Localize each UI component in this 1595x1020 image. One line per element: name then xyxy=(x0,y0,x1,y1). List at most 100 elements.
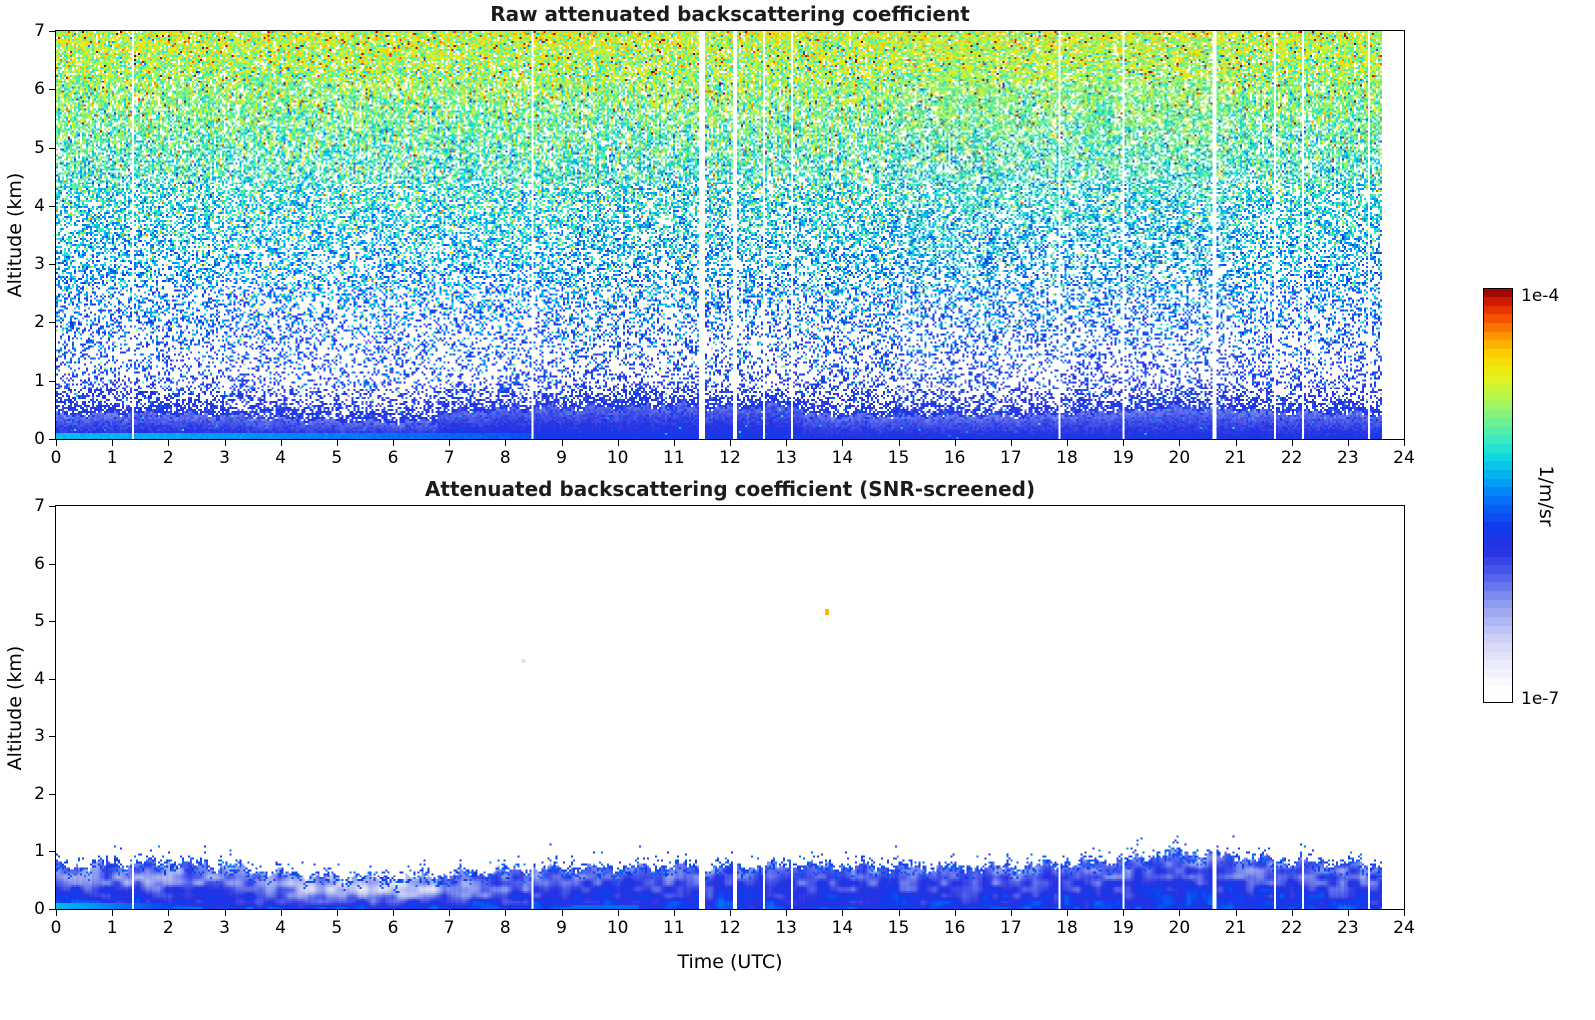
x-tick-mark xyxy=(280,910,282,916)
x-tick-label: 23 xyxy=(1337,917,1359,938)
x-tick-mark xyxy=(1235,910,1237,916)
y-tick-mark xyxy=(49,736,55,738)
x-tick-label: 6 xyxy=(387,447,399,468)
colorbar-min-tick: 1e-7 xyxy=(1521,689,1560,709)
panel-raw: Raw attenuated backscattering coefficien… xyxy=(4,2,1415,468)
x-tick-label: 3 xyxy=(219,917,230,938)
x-tick-label: 11 xyxy=(663,917,685,938)
x-tick-mark xyxy=(112,910,114,916)
y-tick-label: 6 xyxy=(34,553,45,574)
x-tick-label: 24 xyxy=(1393,447,1415,468)
x-tick-mark xyxy=(112,440,114,446)
panel-raw-plot-area: Altitude (km) 0 1 2 3 4 5 6 7 8 9 10 11 12 13 14 15 16 17… xyxy=(4,21,1415,468)
x-tick-label: 24 xyxy=(1393,917,1415,938)
x-tick-mark xyxy=(280,440,282,446)
x-tick-label: 10 xyxy=(606,917,629,938)
y-tick-mark xyxy=(49,31,55,32)
y-tick-mark xyxy=(49,909,55,910)
x-tick-label: 5 xyxy=(331,917,343,938)
x-tick-label: 21 xyxy=(1224,917,1247,938)
y-tick-label: 5 xyxy=(34,137,45,158)
x-tick-label: 6 xyxy=(387,917,399,938)
x-tick-mark xyxy=(842,440,844,446)
x-tick-mark xyxy=(730,910,731,916)
x-tick-label: 7 xyxy=(443,447,455,468)
x-tick-mark xyxy=(1291,910,1293,916)
y-tick-label: 4 xyxy=(34,668,45,689)
x-tick-label: 23 xyxy=(1337,447,1359,468)
x-tick-mark xyxy=(449,910,451,916)
x-tick-mark xyxy=(224,910,226,916)
x-tick-label: 13 xyxy=(775,447,797,468)
y-tick-label: 7 xyxy=(34,495,45,516)
y-tick-label: 4 xyxy=(34,195,45,216)
x-tick-mark xyxy=(336,910,338,916)
y-tick-mark xyxy=(49,563,55,565)
x-tick-label: 1 xyxy=(106,917,118,938)
y-tick-mark xyxy=(49,439,55,440)
x-tick-mark xyxy=(1235,440,1237,446)
x-tick-label: 17 xyxy=(1000,917,1022,938)
x-tick-label: 9 xyxy=(556,917,567,938)
x-tick-label: 5 xyxy=(331,447,343,468)
raw-backscatter-heatmap xyxy=(56,31,1404,439)
x-tick-label: 10 xyxy=(606,447,629,468)
x-tick-mark xyxy=(786,440,788,446)
y-tick-mark xyxy=(49,380,55,382)
x-tick-mark xyxy=(1123,910,1125,916)
colorbar-gradient xyxy=(1483,288,1513,703)
y-tick-mark xyxy=(49,147,55,149)
x-tick-mark xyxy=(505,910,507,916)
x-tick-mark xyxy=(1291,440,1293,446)
x-tick-mark xyxy=(1067,910,1068,916)
panel-screened-ylabel: Altitude (km) xyxy=(4,645,26,770)
x-tick-mark xyxy=(617,440,619,446)
x-tick-label: 7 xyxy=(443,917,455,938)
x-tick-label: 0 xyxy=(50,917,62,938)
x-tick-mark xyxy=(561,440,563,446)
y-tick-mark xyxy=(49,205,55,207)
colorbar: 1e-4 1e-7 1/m/sr xyxy=(1483,286,1559,709)
x-tick-label: 11 xyxy=(663,447,685,468)
x-tick-mark xyxy=(1404,440,1405,446)
x-tick-mark xyxy=(1179,910,1181,916)
x-tick-label: 2 xyxy=(162,447,174,468)
x-tick-label: 1 xyxy=(106,447,118,468)
x-tick-mark xyxy=(449,440,451,446)
x-tick-label: 19 xyxy=(1112,447,1134,468)
x-tick-mark xyxy=(786,910,788,916)
x-tick-label: 8 xyxy=(499,917,511,938)
x-tick-label: 2 xyxy=(162,917,174,938)
y-tick-mark xyxy=(49,506,55,507)
x-tick-label: 12 xyxy=(719,447,741,468)
x-tick-mark xyxy=(1347,440,1349,446)
y-tick-label: 7 xyxy=(34,20,45,41)
screened-backscatter-heatmap xyxy=(56,506,1404,909)
x-tick-label: 9 xyxy=(556,447,567,468)
x-tick-label: 19 xyxy=(1112,917,1134,938)
y-tick-mark xyxy=(49,89,55,91)
x-tick-label: 16 xyxy=(943,917,966,938)
x-axis-label: Time (UTC) xyxy=(677,951,783,973)
x-tick-mark xyxy=(168,440,170,446)
x-tick-mark xyxy=(617,910,619,916)
x-tick-label: 0 xyxy=(50,447,62,468)
x-tick-mark xyxy=(1067,440,1068,446)
panel-screened: Attenuated backscattering coefficient (S… xyxy=(4,477,1415,973)
x-tick-mark xyxy=(1179,440,1181,446)
x-tick-mark xyxy=(168,910,170,916)
x-tick-mark xyxy=(56,910,57,916)
x-tick-label: 21 xyxy=(1224,447,1247,468)
y-tick-label: 0 xyxy=(34,898,45,919)
y-tick-label: 2 xyxy=(34,783,45,804)
x-tick-mark xyxy=(1404,910,1405,916)
colorbar-max-tick: 1e-4 xyxy=(1521,286,1560,306)
y-tick-label: 0 xyxy=(34,428,45,449)
x-tick-label: 22 xyxy=(1280,917,1303,938)
x-tick-mark xyxy=(1347,910,1349,916)
x-tick-label: 15 xyxy=(887,917,910,938)
y-tick-mark xyxy=(49,851,55,853)
x-tick-label: 18 xyxy=(1056,447,1078,468)
x-tick-label: 20 xyxy=(1168,447,1191,468)
